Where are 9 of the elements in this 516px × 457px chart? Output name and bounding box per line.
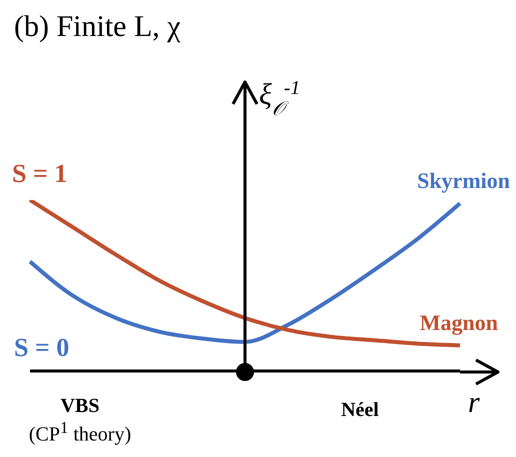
series-label: Skyrmion <box>417 168 510 193</box>
text: (CP$^{1}$ theory) <box>28 418 132 447</box>
series-label: Magnon <box>420 310 498 335</box>
text: VBS <box>60 395 100 417</box>
annotation: S = 0 <box>14 333 70 362</box>
chart-title: (b) Finite L, χ <box>14 10 182 43</box>
text: S = 1 <box>12 159 68 188</box>
text: Néel <box>341 399 380 421</box>
x-axis-title: r <box>468 386 480 419</box>
